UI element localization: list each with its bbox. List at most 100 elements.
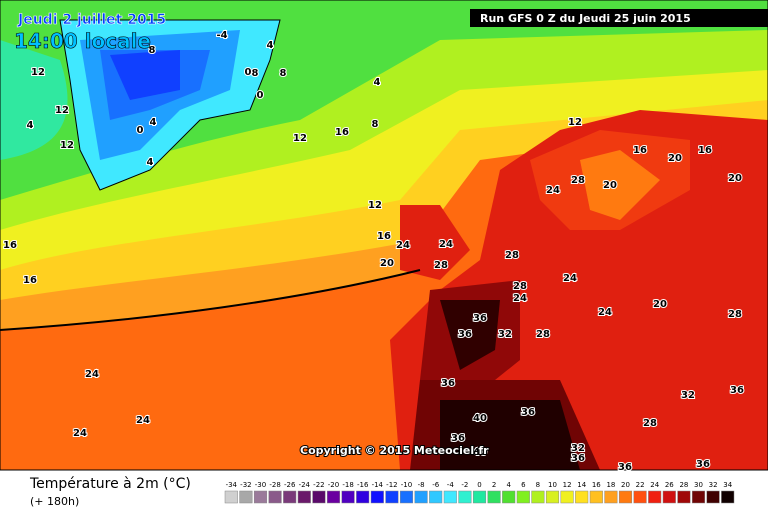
legend-tick-label: 20 [621, 481, 630, 489]
legend-swatch [399, 490, 414, 504]
legend-tick-label: 12 [563, 481, 572, 489]
legend-swatch [516, 490, 530, 504]
legend-swatch [691, 490, 706, 504]
legend-swatch [253, 490, 268, 504]
legend: -34 -32 -30 -28 -26 -24 -22 -20 -18 -16 -14 -12 -10-… [224, 481, 735, 504]
legend-tick-label: 28 [679, 481, 688, 489]
legend-swatch [326, 490, 341, 504]
legend-tick-label: -34 [226, 481, 238, 489]
legend-swatch [370, 490, 384, 504]
contour-label: 8 [252, 68, 259, 79]
legend-swatch [575, 490, 589, 504]
legend-swatch [283, 490, 297, 504]
contour-label: 20 [380, 258, 394, 269]
contour-label: 28 [434, 260, 448, 271]
contour-label: 36 [618, 462, 632, 473]
contour-label: 28 [536, 329, 550, 340]
contour-label: 24 [85, 369, 99, 380]
legend-swatch [677, 490, 691, 504]
legend-swatch [385, 490, 399, 504]
legend-tick-label: -14 [372, 481, 384, 489]
contour-label: 20 [668, 153, 682, 164]
contour-label: 20 [653, 299, 667, 310]
legend-swatch [487, 490, 501, 504]
contour-label: 16 [23, 275, 37, 286]
legend-swatch [312, 490, 326, 504]
contour-label: 36 [458, 329, 472, 340]
contour-label: 40 [473, 413, 487, 424]
contour-label: 4 [267, 40, 274, 51]
legend-tick-label: -2 [461, 481, 468, 489]
run: Run GFS 0 Z du Jeudi 25 juin 2015 [480, 12, 691, 25]
legend-tick-label: -28 [269, 481, 280, 489]
map-background [0, 0, 768, 471]
contour-label: 12 [55, 105, 69, 116]
legend-tick-label: -18 [342, 481, 353, 489]
contour-label: 28 [643, 418, 657, 429]
contour-label: 28 [505, 250, 519, 261]
contour-label: 32 [571, 443, 585, 454]
contour-label: 32 [498, 329, 512, 340]
legend-tick-label: 0 [477, 481, 481, 489]
legend-swatch [502, 490, 516, 504]
contour-label: 24 [136, 415, 150, 426]
contour-label: 16 [377, 231, 391, 242]
contour-label: 28 [571, 175, 585, 186]
contour-label: 36 [730, 385, 744, 396]
legend-swatch [648, 490, 662, 504]
legend-swatch [239, 490, 253, 504]
legend-swatch [297, 490, 311, 504]
legend-tick-label: 4 [506, 481, 511, 489]
contour-label: 36 [696, 459, 710, 470]
legend-tick-label: -8 [418, 481, 425, 489]
legend-swatch [706, 490, 720, 504]
contour-label: 32 [681, 390, 695, 401]
contour-label: 24 [73, 428, 87, 439]
legend-swatch [341, 490, 355, 504]
legend-subtitle: (+ 180h) [30, 495, 79, 508]
legend-tick-label: -22 [313, 481, 324, 489]
legend-title: Température à 2m (°C) [29, 476, 191, 492]
run-box [470, 9, 768, 27]
contour-label: 16 [698, 145, 712, 156]
legend-tick-label: -32 [240, 481, 251, 489]
legend-tick-label: 30 [694, 481, 703, 489]
contour-label: 28 [513, 281, 527, 292]
legend-swatch [224, 490, 238, 504]
legend-tick-label: 16 [592, 481, 601, 489]
legend-tick-label: 8 [536, 481, 540, 489]
contour-label: 0 [137, 125, 144, 136]
legend-tick-label: 26 [665, 481, 674, 489]
legend-swatch [356, 490, 370, 504]
legend-swatch [472, 490, 487, 504]
contour-label: 24 [513, 293, 527, 304]
contour-label: 8 [149, 45, 156, 56]
contour-label: 24 [563, 273, 577, 284]
contour-label: 8 [372, 119, 379, 130]
contour-label: 36 [521, 407, 535, 418]
legend-swatch [662, 490, 676, 504]
legend-swatch [560, 490, 574, 504]
contour-label: 4 [27, 120, 34, 131]
time: 14:00 locale [14, 29, 151, 53]
contour-label: 12 [568, 117, 582, 128]
legend-swatch [531, 490, 545, 504]
legend-tick-label: 24 [650, 481, 659, 489]
legend-tick-label: 32 [709, 481, 718, 489]
contour-label: 12 [368, 200, 382, 211]
legend-swatch [429, 490, 443, 504]
contour-label: 24 [396, 240, 410, 251]
legend-tick-label: 6 [521, 481, 526, 489]
legend-tick-label: -6 [432, 481, 440, 489]
contour-label: 12 [60, 140, 74, 151]
legend-tick-label: 10 [548, 481, 557, 489]
contour-label: 4 [374, 77, 381, 88]
legend-swatch [604, 490, 618, 504]
contour-label: 40 [473, 447, 487, 458]
legend-swatch [443, 490, 457, 504]
legend-tick-label: -12 [386, 481, 397, 489]
legend-tick-label: 2 [492, 481, 496, 489]
contour-label: 20 [728, 173, 742, 184]
